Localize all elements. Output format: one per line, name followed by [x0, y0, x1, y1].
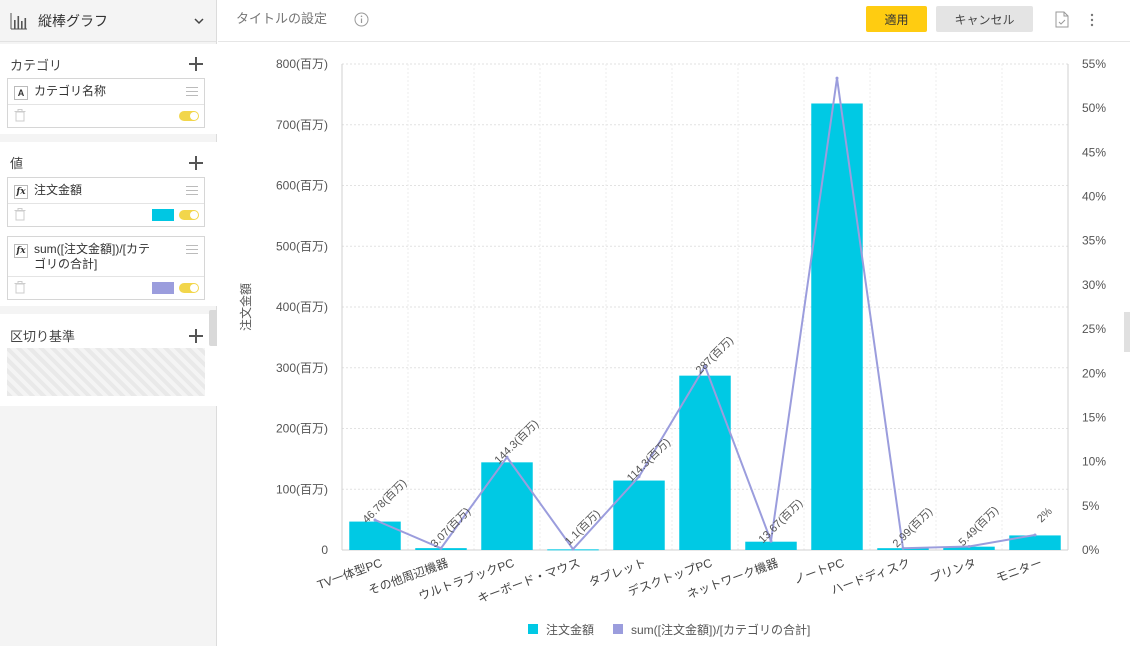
y-tick-label: 600(百万)	[276, 179, 328, 193]
series-color-swatch[interactable]	[152, 209, 174, 221]
line-point	[769, 539, 773, 543]
bar	[811, 103, 863, 551]
series-color-swatch[interactable]	[152, 282, 174, 294]
data-label: 46.78(百万)	[361, 477, 410, 526]
y-tick-label: 500(百万)	[276, 239, 328, 253]
apply-button[interactable]: 適用	[866, 6, 927, 32]
data-label: 2%	[1035, 505, 1055, 525]
drag-handle-icon[interactable]	[186, 87, 198, 97]
y-tick-label: 300(百万)	[276, 361, 328, 375]
bar	[349, 521, 401, 550]
cancel-button[interactable]: キャンセル	[936, 6, 1033, 32]
value-toggle[interactable]	[179, 210, 199, 220]
bar	[1009, 535, 1061, 550]
add-value-icon[interactable]	[189, 156, 203, 170]
add-category-icon[interactable]	[189, 57, 203, 71]
drag-handle-icon[interactable]	[186, 245, 198, 255]
values-section-title: 値	[10, 156, 24, 171]
text-type-icon: A	[14, 86, 28, 100]
add-breakdown-icon[interactable]	[189, 329, 203, 343]
export-document-icon[interactable]	[1055, 11, 1069, 28]
line-point	[373, 518, 377, 522]
y-axis-title: 注文金額	[238, 283, 253, 331]
chevron-down-icon[interactable]	[192, 14, 206, 28]
value-field-card[interactable]: fx 注文金額	[7, 177, 205, 227]
chart-type-label: 縦棒グラフ	[38, 12, 108, 29]
y-tick-label: 0	[321, 543, 328, 557]
column-chart: 0 100(百万) 200(百万) 300(百万) 400(百万) 500(百万) 600(…	[238, 57, 1106, 637]
y2-tick-label: 45%	[1082, 145, 1106, 159]
y2-tick-label: 30%	[1082, 278, 1106, 292]
data-label: 1.1(百万)	[563, 508, 603, 548]
y2-tick-label: 40%	[1082, 190, 1106, 204]
y2-tick-label: 0%	[1082, 543, 1100, 557]
value-field-card[interactable]: fx sum([注文金額])/[カテゴリの合計]	[7, 236, 205, 300]
legend-label: 注文金額	[546, 622, 594, 637]
data-label: 287(百万)	[694, 334, 736, 376]
y2-tick-label: 50%	[1082, 101, 1106, 115]
values-section: 値 fx 注文金額 fx sum([注文金額])/[カテゴリの合計]	[0, 142, 217, 306]
bar	[943, 546, 995, 550]
breakdown-section-title: 区切り基準	[10, 329, 76, 344]
title-input[interactable]	[236, 11, 346, 26]
y2-tick-label: 5%	[1082, 499, 1100, 513]
formula-icon: fx	[14, 185, 28, 199]
line-point	[637, 475, 641, 479]
y2-tick-label: 55%	[1082, 57, 1106, 71]
y2-tick-label: 15%	[1082, 410, 1106, 424]
bar	[481, 462, 533, 550]
chart-type-selector[interactable]: 縦棒グラフ	[0, 0, 216, 42]
sidebar: 縦棒グラフ カテゴリ A カテゴリ名称 値	[0, 0, 217, 646]
line-point	[835, 76, 839, 80]
trash-icon[interactable]	[14, 208, 26, 221]
category-field-card[interactable]: A カテゴリ名称	[7, 78, 205, 128]
line-point	[505, 455, 509, 459]
line-point	[1033, 533, 1037, 537]
y2-tick-label: 25%	[1082, 322, 1106, 336]
y-tick-label: 400(百万)	[276, 300, 328, 314]
value-field-name: 注文金額	[34, 183, 83, 197]
category-toggle[interactable]	[179, 111, 199, 121]
line-point	[439, 546, 443, 550]
trash-icon[interactable]	[14, 109, 26, 122]
sidebar-collapse-handle[interactable]	[209, 310, 217, 346]
y2-tick-label: 10%	[1082, 455, 1106, 469]
legend-swatch	[613, 624, 623, 634]
x-tick-label: モニター	[994, 556, 1044, 586]
trash-icon[interactable]	[14, 281, 26, 294]
category-section: カテゴリ A カテゴリ名称	[0, 44, 217, 134]
value-field-name: sum([注文金額])/[カテゴリの合計]	[34, 242, 150, 271]
y2-tick-label: 35%	[1082, 234, 1106, 248]
line-point	[703, 364, 707, 368]
y-tick-label: 100(百万)	[276, 482, 328, 496]
legend-swatch	[528, 624, 538, 634]
value-toggle[interactable]	[179, 283, 199, 293]
bar-chart-icon	[10, 12, 27, 29]
y-tick-label: 700(百万)	[276, 118, 328, 132]
more-options-icon[interactable]	[1089, 12, 1095, 28]
line-point	[901, 546, 905, 550]
bar	[745, 541, 797, 550]
drag-handle-icon[interactable]	[186, 186, 198, 196]
line-point	[571, 547, 575, 551]
data-label: 114.3(百万)	[625, 436, 673, 484]
bar	[613, 480, 665, 550]
x-tick-label: プリンタ	[928, 556, 978, 586]
y-tick-label: 800(百万)	[276, 57, 328, 71]
y-tick-label: 200(百万)	[276, 422, 328, 436]
right-panel-handle[interactable]	[1124, 312, 1130, 352]
y2-tick-label: 20%	[1082, 366, 1106, 380]
formula-icon: fx	[14, 244, 28, 258]
data-label: 3.07(百万)	[429, 506, 473, 550]
info-icon[interactable]	[354, 12, 369, 27]
category-section-title: カテゴリ	[10, 58, 63, 73]
category-field-name: カテゴリ名称	[34, 84, 107, 98]
legend-label: sum([注文金額])/[カテゴリの合計]	[631, 622, 810, 637]
bar	[679, 375, 731, 550]
breakdown-drop-zone[interactable]	[7, 348, 205, 396]
toolbar: 適用 キャンセル	[218, 0, 1130, 42]
line-point	[967, 544, 971, 548]
data-label: 144.3(百万)	[493, 418, 542, 467]
